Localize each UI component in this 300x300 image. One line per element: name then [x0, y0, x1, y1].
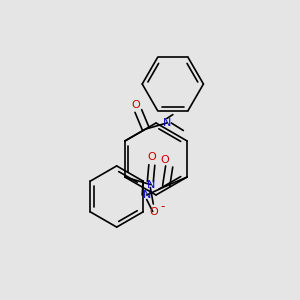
Text: N: N	[163, 118, 171, 128]
Text: O: O	[150, 207, 159, 217]
Text: N: N	[147, 179, 155, 190]
Text: O: O	[147, 152, 156, 162]
Text: -: -	[161, 200, 165, 213]
Text: O: O	[160, 155, 169, 165]
Text: O: O	[131, 100, 140, 110]
Text: N: N	[142, 190, 151, 200]
